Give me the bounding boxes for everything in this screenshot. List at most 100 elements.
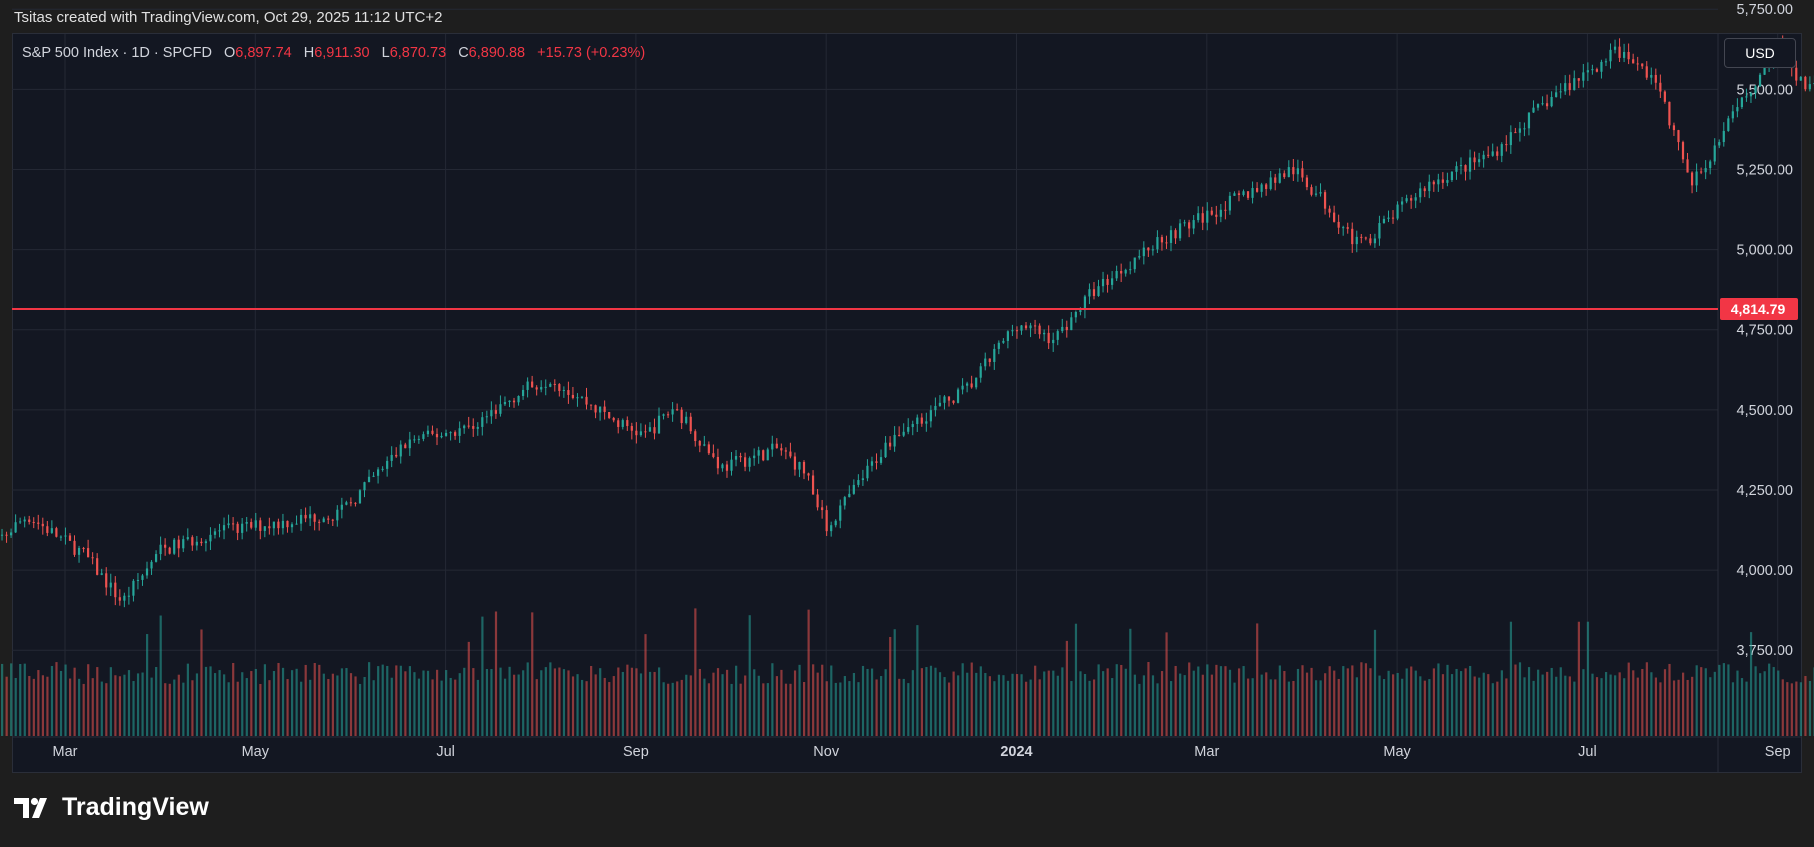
volume-bar [725,669,729,736]
volume-bar [19,664,22,736]
volume-bar [1160,671,1164,736]
candle-body [1473,157,1476,163]
candle-body [231,523,235,525]
candle-body [830,525,833,532]
candle-body [87,548,90,558]
candle-body [82,548,85,550]
candle-body [1573,78,1576,91]
volume-bar [943,677,946,736]
candle-body [1165,242,1168,244]
candle-body [1246,191,1250,198]
candle-body [1260,184,1263,192]
candle-body [1147,247,1150,251]
candle-body [0,534,4,536]
volume-bar [1663,669,1667,736]
brand-name: TradingView [62,793,209,821]
candle-body [1274,177,1277,183]
candle-body [888,442,892,447]
candle-body [825,510,828,532]
volume-bar [635,668,638,736]
volume-bar [499,667,502,736]
candle-body [1156,237,1159,250]
candle-body [177,539,180,549]
currency-button[interactable]: USD [1724,38,1796,68]
volume-bar [1419,676,1422,736]
volume-bar [1568,676,1571,736]
candle-body [1043,332,1046,335]
candle-body [1609,49,1612,62]
volume-bar [558,667,561,736]
volume-bar [254,668,257,736]
tradingview-logo[interactable]: TradingView [14,793,209,822]
candle-body [1015,330,1019,332]
candle-body [1482,154,1485,160]
x-tick-label: 2024 [1000,744,1032,760]
candle-body [1432,181,1435,185]
candle-body [1056,331,1059,340]
candle-body [77,548,81,555]
candle-body [349,502,353,504]
volume-bar [1745,681,1748,736]
volume-bar [268,680,271,736]
x-tick-label: Sep [623,744,649,760]
volume-bar [1314,680,1318,736]
volume-bar [585,681,588,736]
volume-bar [435,669,439,736]
candle-body [444,432,448,436]
candle-body [1536,104,1540,108]
chart-credit: Tsitas created with TradingView.com, Oct… [14,9,443,26]
volume-bar [884,669,887,736]
candle-body [1192,220,1195,229]
candle-body [1618,46,1621,58]
volume-bar [318,664,321,736]
legend-symbol[interactable]: S&P 500 Index · 1D · SPCFD [22,45,212,61]
volume-bar [1034,665,1037,736]
volume-bar [1491,683,1494,736]
volume-bar [1038,679,1041,736]
candle-body [259,520,262,531]
volume-bar [1192,670,1195,736]
volume-bar [467,641,470,736]
candle-body [404,444,407,449]
volume-bar [997,674,1001,736]
volume-bar [1804,676,1807,736]
legend-high-value: 6,911.30 [314,45,370,61]
volume-bar [1142,675,1146,736]
volume-bar [200,629,203,736]
candle-body [1092,289,1096,296]
volume-bar [970,662,973,736]
candle-body [494,410,497,414]
volume-bar [1740,678,1744,736]
volume-bar [522,670,525,736]
volume-bar [300,681,303,736]
candle-body [1514,132,1517,134]
legend-low-value: 6,870.73 [389,45,447,61]
volume-bar [1700,667,1703,736]
candle-body [1178,223,1182,239]
candle-body [1686,159,1689,173]
candle-body [322,518,325,523]
candle-body [454,432,457,436]
volume-bar [812,664,815,736]
volume-bar [920,668,924,736]
volume-bar [1759,673,1762,736]
candle-body [1129,269,1132,271]
volume-bar [1092,679,1096,736]
volume-bar [1233,682,1236,736]
candle-body [467,425,470,427]
volume-bar [993,681,996,736]
volume-bar [481,616,484,736]
volume-bar [55,662,58,736]
candle-body [1314,193,1318,195]
candle-body [41,523,44,527]
volume-bar [1636,677,1639,736]
candle-body [599,406,602,413]
candle-body [961,385,964,390]
volume-bar [127,670,131,736]
candle-body [920,417,923,424]
candle-body [734,456,738,460]
candle-body [1464,165,1467,172]
volume-bar [182,682,185,736]
chart-frame[interactable] [12,33,1802,773]
